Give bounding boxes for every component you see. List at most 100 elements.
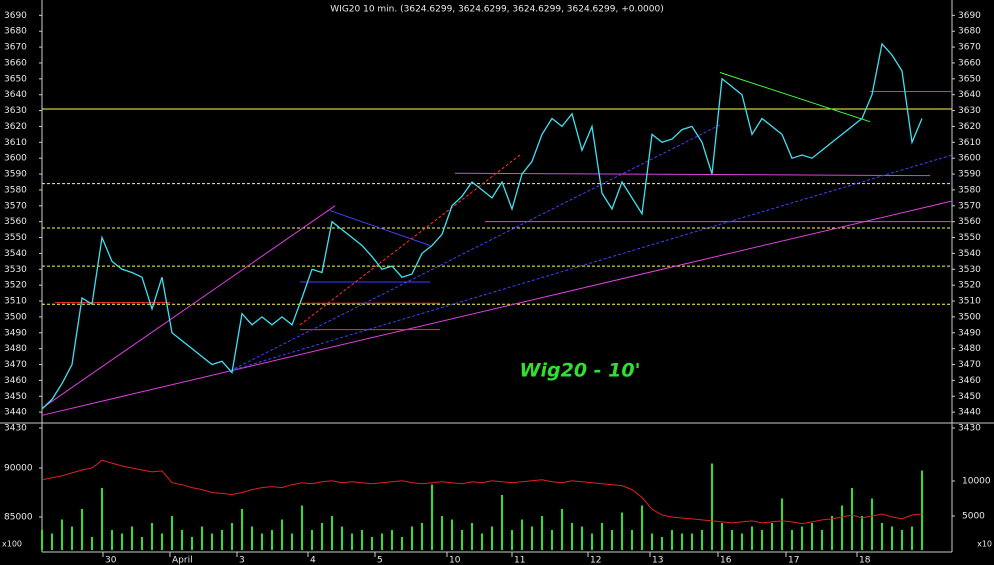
y-tick-label: 3640 [4, 90, 27, 100]
volume-bar [581, 526, 583, 550]
indicator-line [41, 459, 923, 525]
x-tick-label: April [172, 556, 193, 565]
volume-bar [201, 526, 203, 550]
x-tick-label: 4 [310, 556, 316, 565]
x-tick-label: 18 [859, 556, 871, 565]
y-tick-label: 3680 [4, 27, 27, 37]
volume-bar [621, 512, 623, 550]
volume-bar [81, 508, 83, 550]
volume-bar [901, 529, 903, 550]
trend-line [454, 172, 931, 177]
x-tick-label: 12 [590, 556, 601, 565]
y2-tick-label: 3520 [958, 281, 981, 291]
volume-bar [871, 498, 873, 550]
volume-bar [291, 533, 293, 550]
volume-bar [421, 522, 423, 550]
volume-bar [631, 529, 633, 550]
y-tick-label: 3490 [4, 328, 27, 338]
volume-bar [391, 529, 393, 550]
y2-tick-label: 3440 [958, 408, 981, 418]
volume-bar [691, 533, 693, 550]
volume-bar [341, 526, 343, 550]
y2-tick-label: 3690 [958, 11, 981, 21]
volume-bar [441, 515, 443, 550]
y2-tick-label: 3470 [958, 360, 981, 370]
y-tick-label: 85000 [4, 512, 33, 522]
volume-bar [881, 522, 883, 550]
volume-bar [281, 519, 283, 550]
volume-bar [131, 526, 133, 550]
volume-bar [331, 515, 333, 550]
volume-bar [791, 529, 793, 550]
volume-bar [721, 522, 723, 550]
volume-bar [231, 522, 233, 550]
volume-bar [181, 529, 183, 550]
trend-line [719, 72, 871, 123]
volume-bar [521, 519, 523, 550]
volume-bar [891, 526, 893, 550]
y-tick-label: 3660 [4, 58, 27, 68]
y-tick-label: 3690 [4, 11, 27, 21]
y-tick-label: 3570 [4, 201, 27, 211]
y2-tick-label: 3620 [958, 122, 981, 132]
volume-bar [851, 488, 853, 550]
x-tick-label: 10 [449, 556, 461, 565]
y2-tick-label: 3450 [958, 392, 981, 402]
volume-bar [301, 505, 303, 550]
volume-bar [121, 533, 123, 550]
y-tick-label: 3630 [4, 106, 27, 116]
volume-bar [171, 515, 173, 550]
trend-line [299, 154, 521, 326]
y2-tick-label: 5000 [962, 511, 985, 521]
y2-tick-label: 3510 [958, 297, 981, 307]
y-tick-label: 3610 [4, 138, 27, 148]
volume-bar [571, 522, 573, 550]
volume-bar [161, 533, 163, 550]
y-tick-label: 3450 [4, 392, 27, 402]
volume-bar [71, 526, 73, 550]
y2-axis-unit: x10 [977, 540, 992, 549]
trend-line [41, 200, 953, 416]
y2-tick-label: 3480 [958, 344, 981, 354]
x-tick-label: 3 [239, 556, 245, 565]
y2-tick-label: 3570 [958, 201, 981, 211]
volume-bar [401, 536, 403, 550]
volume-bar [51, 533, 53, 550]
volume-bar [41, 529, 43, 550]
volume-bar [311, 529, 313, 550]
volume-bar [471, 522, 473, 550]
x-tick-label: 13 [652, 556, 663, 565]
volume-bar [661, 536, 663, 550]
volume-bar [451, 519, 453, 550]
y2-tick-label: 3640 [958, 90, 981, 100]
volume-bar [731, 529, 733, 550]
x-tick-label: 11 [514, 556, 525, 565]
y2-tick-label: 3680 [958, 27, 981, 37]
volume-bar [211, 533, 213, 550]
volume-bar [531, 526, 533, 550]
y2-tick-label: 3490 [958, 328, 981, 338]
volume-bar [501, 495, 503, 550]
volume-bar [461, 529, 463, 550]
y-tick-label: 3620 [4, 122, 27, 132]
volume-bar [381, 533, 383, 550]
volume-bar [651, 533, 653, 550]
chart-title: WIG20 10 min. (3624.6299, 3624.6299, 362… [330, 5, 663, 15]
y2-tick-label: 3580 [958, 185, 981, 195]
y-tick-label: 3600 [4, 154, 27, 164]
volume-bar [321, 522, 323, 550]
volume-bar [601, 522, 603, 550]
volume-bar [831, 515, 833, 550]
trend-line [329, 210, 431, 246]
y-tick-label: 3560 [4, 217, 27, 227]
volume-bar [801, 526, 803, 550]
y2-tick-label: 3500 [958, 312, 981, 322]
volume-bar [371, 536, 373, 550]
y2-tick-label: 3590 [958, 170, 981, 180]
y-tick-label: 3480 [4, 344, 27, 354]
y-tick-label: 3520 [4, 281, 27, 291]
volume-bar [611, 529, 613, 550]
y-tick-label: 3670 [4, 43, 27, 53]
